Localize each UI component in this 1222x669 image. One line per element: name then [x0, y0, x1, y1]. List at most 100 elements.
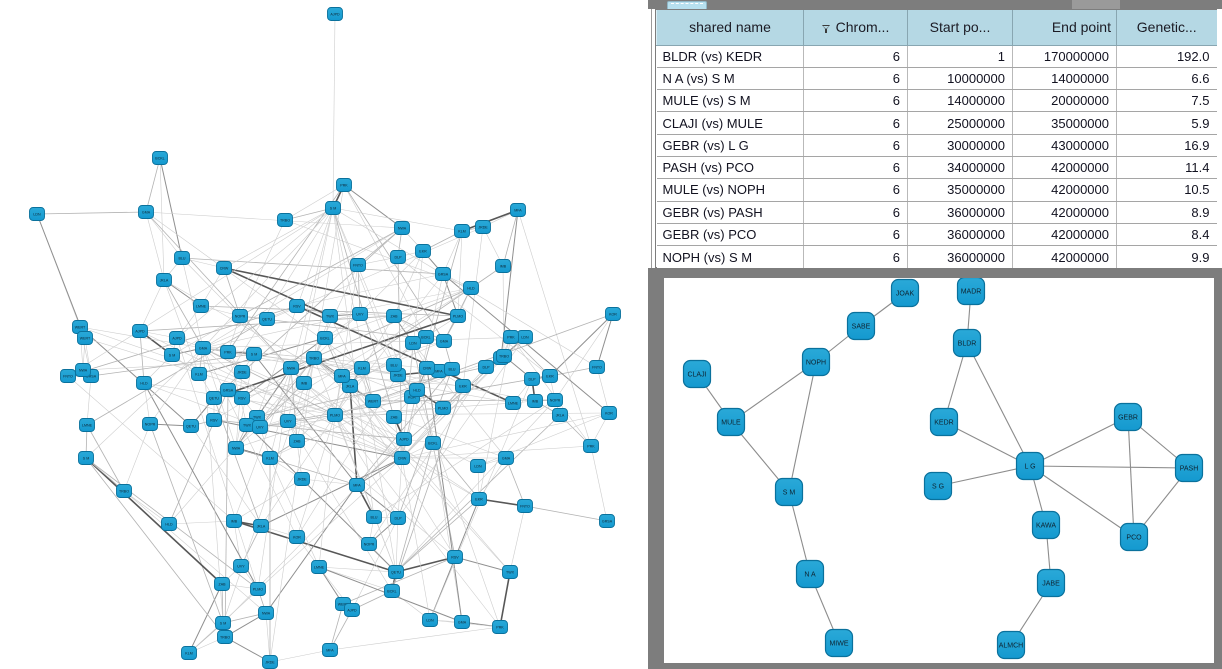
subnetwork-node-jabe[interactable]: JABE [1036, 568, 1066, 598]
network-node[interactable]: S M [325, 201, 341, 215]
network-node[interactable]: QETU [183, 419, 199, 433]
subnetwork-node-claji[interactable]: CLAJI [682, 359, 712, 389]
network-node[interactable]: FNTO [350, 258, 366, 272]
network-node[interactable]: MFA [334, 369, 350, 383]
network-node[interactable]: IMB [527, 394, 543, 408]
table-cell[interactable]: 30000000 [907, 134, 1013, 157]
network-node[interactable]: BCKL [317, 331, 333, 345]
network-edge[interactable] [168, 389, 229, 525]
network-node[interactable]: LDN [29, 207, 45, 221]
network-node[interactable]: IMB [296, 376, 312, 390]
network-node[interactable]: AJPD [396, 432, 412, 446]
network-node[interactable]: EKR [471, 492, 487, 506]
network-edge[interactable] [171, 315, 241, 356]
network-node[interactable]: ZAB [214, 577, 230, 591]
network-edge[interactable] [397, 368, 453, 519]
table-row[interactable]: GEBR (vs) L G 6 30000000 43000000 16.9 [656, 134, 1217, 157]
subnetwork-node-sabe[interactable]: SABE [846, 311, 876, 341]
network-node[interactable]: NWA [283, 361, 299, 375]
network-edge[interactable] [296, 374, 399, 538]
network-edge[interactable] [332, 207, 375, 518]
network-edge[interactable] [554, 313, 614, 401]
table-cell[interactable]: 5.9 [1116, 111, 1217, 135]
network-edge[interactable] [509, 505, 526, 573]
network-edge[interactable] [181, 257, 204, 349]
table-cell[interactable]: 43000000 [1012, 134, 1117, 157]
network-edge[interactable] [329, 315, 374, 402]
network-edge[interactable] [395, 399, 556, 573]
network-edge[interactable] [145, 211, 183, 259]
table-cell[interactable]: 6 [803, 201, 908, 224]
subnetwork-node-bldr[interactable]: BLDR [952, 328, 982, 358]
table-cell[interactable]: 42000000 [1012, 201, 1117, 224]
network-node[interactable]: BLU [174, 251, 190, 265]
subnetwork-node-sm[interactable]: S M [774, 477, 804, 507]
network-edge[interactable] [123, 490, 170, 525]
table-cell[interactable]: 14000000 [907, 89, 1013, 113]
network-node[interactable]: LMNE [311, 560, 327, 574]
network-node[interactable]: RSV [289, 299, 305, 313]
table-cell[interactable]: 35000000 [1012, 111, 1117, 135]
network-edge[interactable] [590, 445, 608, 522]
network-edge[interactable] [176, 207, 334, 339]
network-edge[interactable] [313, 357, 397, 573]
network-node[interactable]: S M [78, 451, 94, 465]
network-edge[interactable] [241, 397, 403, 459]
network-edge[interactable] [235, 367, 292, 449]
network-edge[interactable] [296, 414, 336, 538]
network-edge[interactable] [549, 313, 614, 377]
network-edge[interactable] [343, 184, 403, 229]
network-node[interactable]: AJPD [169, 331, 185, 345]
network-edge[interactable] [329, 626, 501, 651]
network-edge[interactable] [401, 412, 610, 459]
network-edge[interactable] [401, 445, 592, 459]
network-edge[interactable] [145, 211, 165, 281]
network-node[interactable]: JKLA [156, 273, 172, 287]
table-row[interactable]: PASH (vs) PCO 6 34000000 42000000 11.4 [656, 156, 1217, 180]
network-edge[interactable] [168, 357, 315, 525]
network-node[interactable]: GMA [454, 615, 470, 629]
network-edge[interactable] [181, 257, 444, 275]
network-edge[interactable] [287, 420, 393, 592]
table-cell[interactable]: 6 [803, 245, 908, 268]
network-node[interactable]: KLM [181, 646, 197, 660]
network-node[interactable]: PLMO [250, 582, 266, 596]
network-node[interactable]: PLMO [327, 408, 343, 422]
network-node[interactable]: QETU [388, 565, 404, 579]
network-edge[interactable] [235, 371, 243, 449]
network-edge[interactable] [85, 457, 223, 585]
subnetwork-edge[interactable] [1029, 416, 1129, 467]
network-edge[interactable] [284, 207, 334, 221]
network-node[interactable]: DLP [390, 250, 406, 264]
subnetwork-node-miwe[interactable]: MIWE [824, 628, 854, 658]
network-edge[interactable] [223, 267, 459, 317]
network-node[interactable]: QETU [206, 391, 222, 405]
network-node[interactable]: JKLA [253, 519, 269, 533]
network-node[interactable]: WERT [365, 394, 381, 408]
network-node[interactable]: KLM [191, 367, 207, 381]
table-cell[interactable]: 42000000 [1012, 178, 1117, 202]
network-node[interactable]: MFA [349, 478, 365, 492]
network-edge[interactable] [85, 457, 267, 614]
network-edge[interactable] [356, 357, 502, 486]
network-node[interactable]: IMB [226, 514, 242, 528]
network-node[interactable]: NWA [394, 221, 410, 235]
network-node[interactable]: MFA [322, 643, 338, 657]
table-cell[interactable]: 14000000 [1012, 67, 1117, 91]
network-edge[interactable] [373, 399, 556, 518]
table-cell[interactable]: GEBR (vs) L G [656, 134, 804, 157]
network-edge[interactable] [284, 184, 345, 221]
network-edge[interactable] [202, 227, 403, 349]
network-node[interactable]: ZAB [386, 410, 402, 424]
network-node[interactable]: UVY [252, 420, 268, 434]
network-node[interactable]: NOPR [142, 417, 158, 431]
network-node[interactable]: LDN [405, 336, 421, 350]
network-node[interactable]: RSV [234, 391, 250, 405]
network-node[interactable]: RSV [447, 550, 463, 564]
network-edge[interactable] [313, 357, 536, 402]
network-edge[interactable] [510, 336, 551, 377]
subnetwork-edge[interactable] [1127, 416, 1135, 538]
network-edge[interactable] [188, 583, 223, 654]
network-edge[interactable] [454, 556, 511, 573]
